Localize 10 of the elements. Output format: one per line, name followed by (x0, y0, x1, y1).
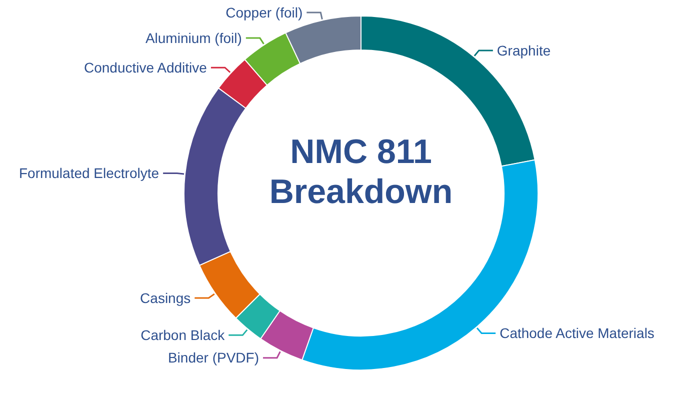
slice-label: Binder (PVDF) (168, 350, 260, 366)
slice-label: Formulated Electrolyte (18, 165, 160, 182)
slice-label: Cathode Active Materials (500, 325, 654, 342)
slice-label: Conductive Additive (84, 60, 208, 76)
slice-label: Copper (foil) (226, 4, 303, 20)
slice-label: Casings (140, 290, 191, 306)
slice-label: Graphite (496, 42, 551, 58)
slice-label: Aluminium (foil) (145, 30, 242, 46)
text: NMC 811 Breakdown (269, 133, 453, 211)
slice-label: Carbon Black (140, 327, 226, 344)
